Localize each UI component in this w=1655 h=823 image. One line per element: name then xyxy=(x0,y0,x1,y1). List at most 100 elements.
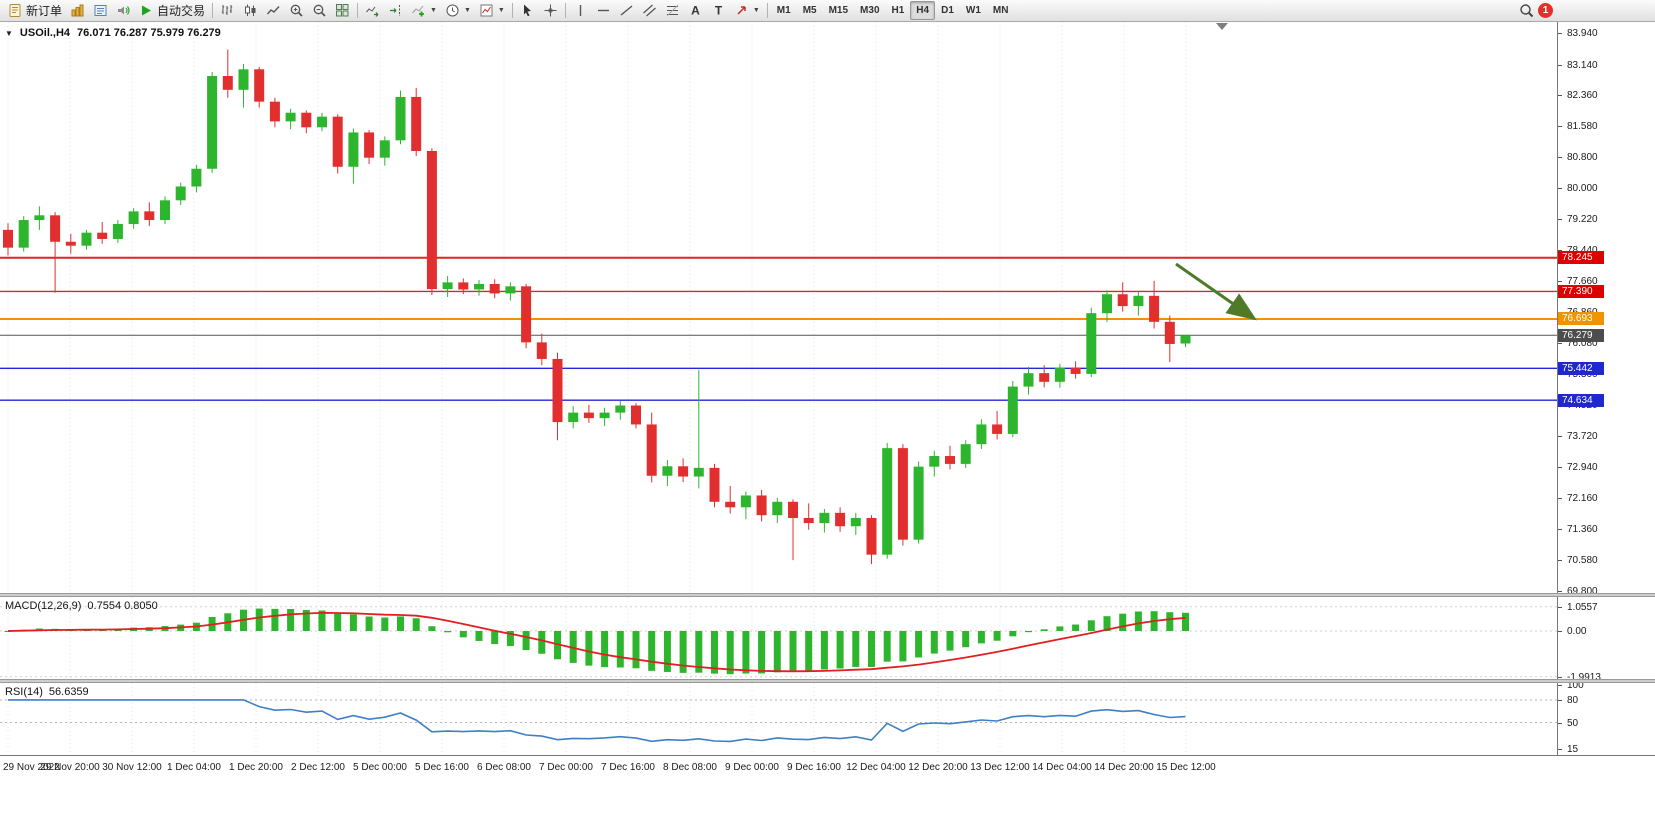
price-axis-label: 79.220 xyxy=(1567,214,1598,226)
macd-bar xyxy=(569,631,577,663)
macd-bar xyxy=(711,631,718,674)
toolbar-separator xyxy=(766,3,768,18)
rsi-pane[interactable]: RSI(14) 56.6359 xyxy=(0,683,1557,755)
macd-bar xyxy=(616,631,624,668)
macd-bar xyxy=(1025,631,1032,633)
macd-bar xyxy=(522,631,530,651)
macd-pane[interactable]: MACD(12,26,9) 0.7554 0.8050 xyxy=(0,597,1557,679)
price-axis-label: 72.160 xyxy=(1567,492,1598,504)
time-axis[interactable]: 29 Nov 2022 29 Nov 20:00 30 Nov 12:00 1 Dec… xyxy=(0,755,1655,779)
price-axis-label: 78.440 xyxy=(1567,245,1598,256)
macd-bar xyxy=(773,631,781,673)
text-button[interactable]: A xyxy=(684,1,707,21)
time-axis-label: 7 Dec 00:00 xyxy=(539,762,593,773)
rsi-axis-label: 80 xyxy=(1567,695,1579,706)
candle xyxy=(379,140,390,158)
toolbar-separator xyxy=(511,3,513,18)
time-axis-label: 13 Dec 12:00 xyxy=(970,762,1030,773)
axis-tick xyxy=(1558,156,1562,158)
candle xyxy=(332,116,343,167)
price-axis-label: 69.800 xyxy=(1567,585,1598,597)
candle xyxy=(411,96,422,151)
cursor-button[interactable] xyxy=(516,1,539,21)
candle xyxy=(1117,294,1128,307)
timeframe-button-m30[interactable]: M30 xyxy=(854,1,885,20)
chart-collapse-icon[interactable]: ▼ xyxy=(5,28,13,38)
fibonacci-button[interactable] xyxy=(661,1,684,21)
pane-divider[interactable] xyxy=(0,679,1655,683)
axis-tick xyxy=(1558,631,1562,632)
price-badge: 76.693 xyxy=(1558,312,1604,326)
macd-values: 0.7554 0.8050 xyxy=(87,600,158,612)
timeframe-button-m15[interactable]: M15 xyxy=(823,1,854,20)
price-badge: 78.245 xyxy=(1558,251,1604,265)
axis-tick xyxy=(1558,343,1562,345)
candlestick-chart-button[interactable] xyxy=(239,1,262,21)
search-button[interactable] xyxy=(1515,1,1538,21)
axis-tick xyxy=(1558,219,1562,221)
periods-button[interactable]: ▼ xyxy=(441,1,475,21)
timeframe-button-mn[interactable]: MN xyxy=(987,1,1015,20)
candlestick-chart-icon xyxy=(243,3,258,18)
toolbar-separator xyxy=(564,3,566,18)
macd-bar xyxy=(758,631,766,674)
macd-bar xyxy=(836,631,844,669)
timeframe-button-h4[interactable]: H4 xyxy=(910,1,936,20)
chart-shift-button[interactable] xyxy=(384,1,407,21)
time-axis-label: 9 Dec 00:00 xyxy=(725,762,779,773)
templates-button[interactable]: ▼ xyxy=(475,1,509,21)
price-axis-label: 77.660 xyxy=(1567,275,1598,287)
trendline-button[interactable] xyxy=(615,1,638,21)
zoom-out-button[interactable] xyxy=(308,1,331,21)
rsi-value: 56.6359 xyxy=(48,686,89,698)
crosshair-icon xyxy=(543,3,558,18)
tile-windows-button[interactable] xyxy=(331,1,354,21)
channel-button[interactable] xyxy=(638,1,661,21)
line-chart-button[interactable] xyxy=(262,1,285,21)
rsi-chart[interactable] xyxy=(0,683,1557,755)
candle xyxy=(489,283,500,294)
candle xyxy=(552,358,563,423)
crosshair-button[interactable] xyxy=(539,1,562,21)
timeframe-button-w1[interactable]: W1 xyxy=(960,1,987,20)
chart-ohlc-values: 76.071 76.287 75.979 76.279 xyxy=(77,27,221,39)
data-window-button[interactable] xyxy=(89,1,112,21)
macd-chart[interactable] xyxy=(0,597,1557,679)
zoom-in-button[interactable] xyxy=(285,1,308,21)
auto-trading-button[interactable]: 自动交易 xyxy=(135,1,209,21)
price-axis-label: 80.000 xyxy=(1567,183,1598,195)
timeframe-button-h1[interactable]: H1 xyxy=(886,1,911,20)
candle xyxy=(269,101,280,122)
indicators-button[interactable]: ▼ xyxy=(407,1,441,21)
text-label-button[interactable]: T xyxy=(707,1,730,21)
timeframe-button-m5[interactable]: M5 xyxy=(797,1,823,20)
candle xyxy=(1102,294,1112,314)
candle xyxy=(568,412,579,423)
candle xyxy=(1007,386,1018,434)
auto-scroll-icon xyxy=(365,3,380,18)
auto-scroll-button[interactable] xyxy=(361,1,384,21)
market-watch-button[interactable] xyxy=(66,1,89,21)
notification-badge[interactable]: 1 xyxy=(1538,3,1553,18)
new-order-button[interactable]: 新订单 xyxy=(4,1,66,21)
time-axis-label: 14 Dec 04:00 xyxy=(1032,762,1092,773)
macd-bar xyxy=(946,631,954,651)
macd-bar xyxy=(4,631,12,632)
zoom-in-icon xyxy=(289,3,304,18)
horizontal-line-button[interactable] xyxy=(592,1,615,21)
sound-alert-button[interactable] xyxy=(112,1,135,21)
candlestick-chart[interactable] xyxy=(0,22,1557,593)
vertical-line-button[interactable] xyxy=(569,1,592,21)
bar-chart-button[interactable] xyxy=(216,1,239,21)
arrows-button[interactable]: ▼ xyxy=(730,1,764,21)
main-chart-pane[interactable]: ▼ USOil.,H4 76.071 76.287 75.979 76.279 xyxy=(0,22,1557,593)
pane-divider[interactable] xyxy=(0,593,1655,597)
timeframe-button-d1[interactable]: D1 xyxy=(935,1,960,20)
price-axis[interactable]: 83.940 83.140 82.360 81.580 80.800 80.000 79.2… xyxy=(1557,22,1655,755)
time-axis-label: 15 Dec 12:00 xyxy=(1156,762,1216,773)
candle xyxy=(646,424,657,476)
candle xyxy=(835,512,846,527)
new-order-label: 新订单 xyxy=(26,4,63,18)
timeframe-button-m1[interactable]: M1 xyxy=(771,1,797,20)
